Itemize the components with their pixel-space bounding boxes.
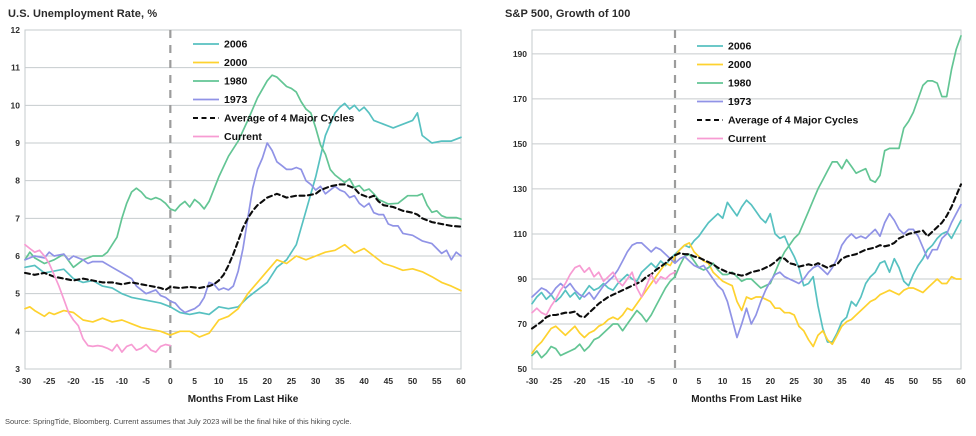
series-line-1973 <box>531 203 962 339</box>
x-tick-label: -10 <box>621 376 634 386</box>
x-tick-label: -20 <box>574 376 587 386</box>
legend-label-1973: 1973 <box>224 94 248 106</box>
y-tick-label: 90 <box>518 274 528 284</box>
x-tick-label: 45 <box>885 376 895 386</box>
y-tick-label: 6 <box>15 251 20 261</box>
y-tick-label: 70 <box>518 319 528 329</box>
x-tick-label: -5 <box>647 376 655 386</box>
series-line-2000 <box>24 243 462 338</box>
x-tick-label: -30 <box>19 376 32 386</box>
y-tick-label: 170 <box>513 94 527 104</box>
x-tick-label: 35 <box>837 376 847 386</box>
x-tick-label: 50 <box>408 376 418 386</box>
x-axis-title: Months From Last Hike <box>691 394 802 405</box>
x-tick-label: 40 <box>359 376 369 386</box>
x-tick-label: 15 <box>742 376 752 386</box>
x-tick-label: 10 <box>718 376 728 386</box>
x-tick-label: 15 <box>238 376 248 386</box>
y-tick-label: 11 <box>11 63 20 73</box>
x-tick-label: 10 <box>214 376 224 386</box>
legend-label-average-of-4-major-cycles: Average of 4 Major Cycles <box>728 115 858 127</box>
x-tick-label: -10 <box>116 376 129 386</box>
series-line-average-of-4-major-cycles <box>530 183 963 330</box>
sp500-chart-canvas: 50 70 90 110 130 150 170 190 -30 -25 -20 -15 -10 -5 0 5… <box>513 29 966 405</box>
series-line-current <box>531 264 676 316</box>
series-line-2006 <box>531 199 962 343</box>
x-axis-title: Months From Last Hike <box>188 394 299 405</box>
x-tick-label: 45 <box>384 376 394 386</box>
legend-label-2006: 2006 <box>224 39 248 51</box>
x-tick-label: 30 <box>813 376 823 386</box>
unemployment-chart: U.S. Unemployment Rate, % 3 4 5 6 7 8 9 10 11 12-… <box>0 0 488 412</box>
x-tick-label: 20 <box>262 376 272 386</box>
series-line-1973 <box>24 142 462 314</box>
x-tick-label: 5 <box>696 376 701 386</box>
legend-label-average-of-4-major-cycles: Average of 4 Major Cycles <box>224 113 354 125</box>
x-tick-label: 60 <box>956 376 966 386</box>
y-tick-label: 110 <box>513 229 527 239</box>
x-tick-label: -25 <box>550 376 563 386</box>
legend-label-2006: 2006 <box>728 41 752 53</box>
y-tick-label: 150 <box>513 139 527 149</box>
x-tick-label: 40 <box>861 376 871 386</box>
x-tick-label: 20 <box>766 376 776 386</box>
y-tick-label: 7 <box>15 213 20 223</box>
x-tick-label: 55 <box>432 376 442 386</box>
x-tick-label: -20 <box>67 376 80 386</box>
y-tick-label: 8 <box>15 176 20 186</box>
series-line-1980 <box>531 35 962 359</box>
plot-border <box>24 29 462 370</box>
x-tick-label: 0 <box>673 376 678 386</box>
x-tick-label: 55 <box>932 376 942 386</box>
x-tick-label: -5 <box>142 376 150 386</box>
x-tick-label: 30 <box>311 376 321 386</box>
y-tick-label: 190 <box>513 49 527 59</box>
series-line-average-of-4-major-cycles <box>23 183 463 291</box>
series-line-1980 <box>24 74 462 269</box>
y-tick-label: 3 <box>15 364 20 374</box>
y-tick-label: 10 <box>11 100 21 110</box>
legend-label-current: Current <box>224 131 262 143</box>
y-tick-label: 4 <box>15 326 20 336</box>
y-tick-label: 130 <box>513 184 527 194</box>
y-tick-label: 12 <box>11 25 21 35</box>
unemployment-chart-title: U.S. Unemployment Rate, % <box>8 8 158 20</box>
series-line-2000 <box>531 242 962 355</box>
legend-label-1973: 1973 <box>728 96 752 108</box>
x-tick-label: -30 <box>526 376 539 386</box>
y-tick-label: 9 <box>15 138 20 148</box>
x-tick-label: 35 <box>335 376 345 386</box>
x-tick-label: 5 <box>192 376 197 386</box>
x-tick-label: 25 <box>789 376 799 386</box>
legend-label-1980: 1980 <box>728 78 752 90</box>
x-tick-label: -15 <box>597 376 610 386</box>
y-tick-label: 50 <box>518 364 528 374</box>
x-tick-label: -15 <box>92 376 105 386</box>
x-tick-label: 50 <box>909 376 919 386</box>
sp500-chart-title: S&P 500, Growth of 100 <box>505 8 631 20</box>
legend-label-current: Current <box>728 133 766 145</box>
x-tick-label: -25 <box>43 376 56 386</box>
y-tick-label: 5 <box>15 289 20 299</box>
series-line-2006 <box>24 102 462 316</box>
legend-label-1980: 1980 <box>224 76 248 88</box>
plot-border <box>531 29 962 370</box>
legend-label-2000: 2000 <box>728 59 752 71</box>
x-tick-label: 25 <box>287 376 297 386</box>
series-line-current <box>24 243 172 353</box>
source-note: Source: SpringTide, Bloomberg. Current a… <box>5 417 352 426</box>
legend-label-2000: 2000 <box>224 57 248 69</box>
x-tick-label: 60 <box>456 376 466 386</box>
x-tick-label: 0 <box>168 376 173 386</box>
sp500-chart: S&P 500, Growth of 100 50 70 90 110 130 150 17… <box>488 0 976 412</box>
